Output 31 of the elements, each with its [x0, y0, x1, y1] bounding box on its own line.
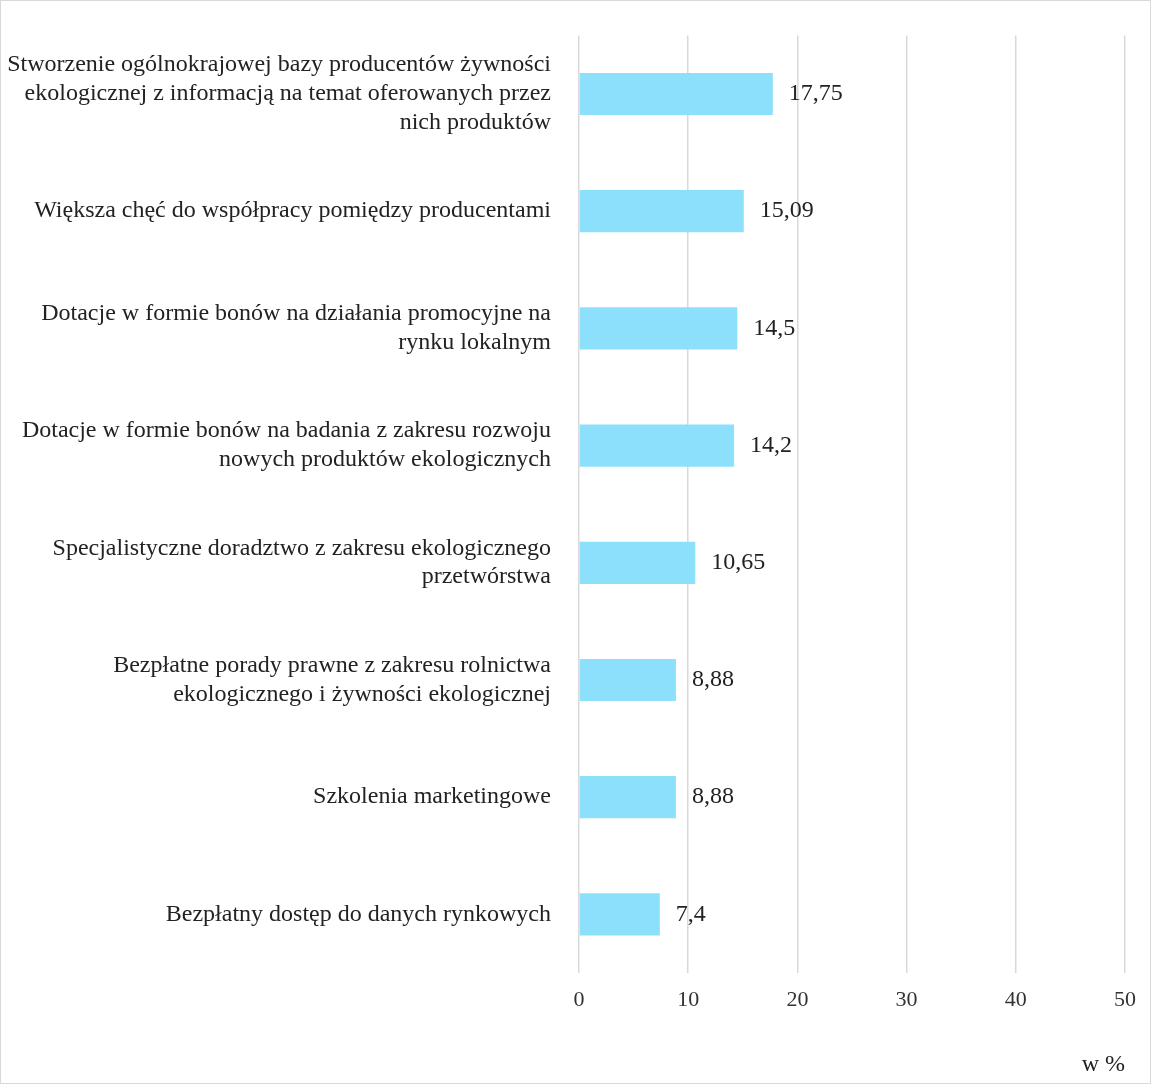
- data-label: 17,75: [788, 79, 843, 106]
- bar: [579, 307, 738, 350]
- data-label: 7,4: [675, 899, 706, 926]
- x-tick-label: 0: [573, 985, 585, 1011]
- y-tick-label: Większa chęć do współpracy pomiędzy producentami: [34, 196, 552, 223]
- data-label: 8,88: [691, 665, 734, 692]
- x-tick-label: 50: [1114, 985, 1136, 1011]
- bar: [579, 776, 676, 819]
- y-tick-label: Dotacje w formie bonów na badania z zakresu rozwoju nowych produktów ekologicznych: [21, 416, 551, 472]
- x-axis-title: w %: [1081, 1049, 1125, 1076]
- data-label: 14,2: [750, 430, 793, 457]
- bar: [579, 424, 735, 467]
- data-label: 10,65: [711, 548, 766, 575]
- x-tick-label: 10: [677, 985, 700, 1011]
- x-tick-label: 30: [895, 985, 918, 1011]
- y-tick-label: Specjalistyczne doradztwo z zakresu ekologicznego przetwórstwa: [52, 533, 552, 589]
- bar: [579, 893, 660, 936]
- bar: [579, 658, 676, 702]
- y-tick-label: Stworzenie ogólnokrajowej bazy producentów żywności ekologicznej z informacją na temat oferowanych przez nich produktów: [7, 50, 552, 135]
- y-tick-label: Szkolenia marketingowe: [313, 782, 551, 809]
- bar: [579, 72, 773, 116]
- data-label: 15,09: [759, 196, 814, 223]
- y-tick-label: Bezpłatne porady prawne z zakresu rolnictwa ekologicznego i żywności ekologicznej: [113, 650, 552, 706]
- y-tick-label: Bezpłatny dostęp do danych rynkowych: [165, 899, 551, 926]
- bar: [579, 541, 696, 584]
- x-tick-label: 40: [1004, 985, 1027, 1011]
- y-tick-label: Dotacje w formie bonów na działania promocyjne na rynku lokalnym: [41, 299, 552, 355]
- data-label: 8,88: [691, 782, 734, 809]
- data-label: 14,5: [753, 313, 796, 340]
- x-tick-label: 20: [786, 985, 809, 1011]
- bar: [579, 190, 744, 233]
